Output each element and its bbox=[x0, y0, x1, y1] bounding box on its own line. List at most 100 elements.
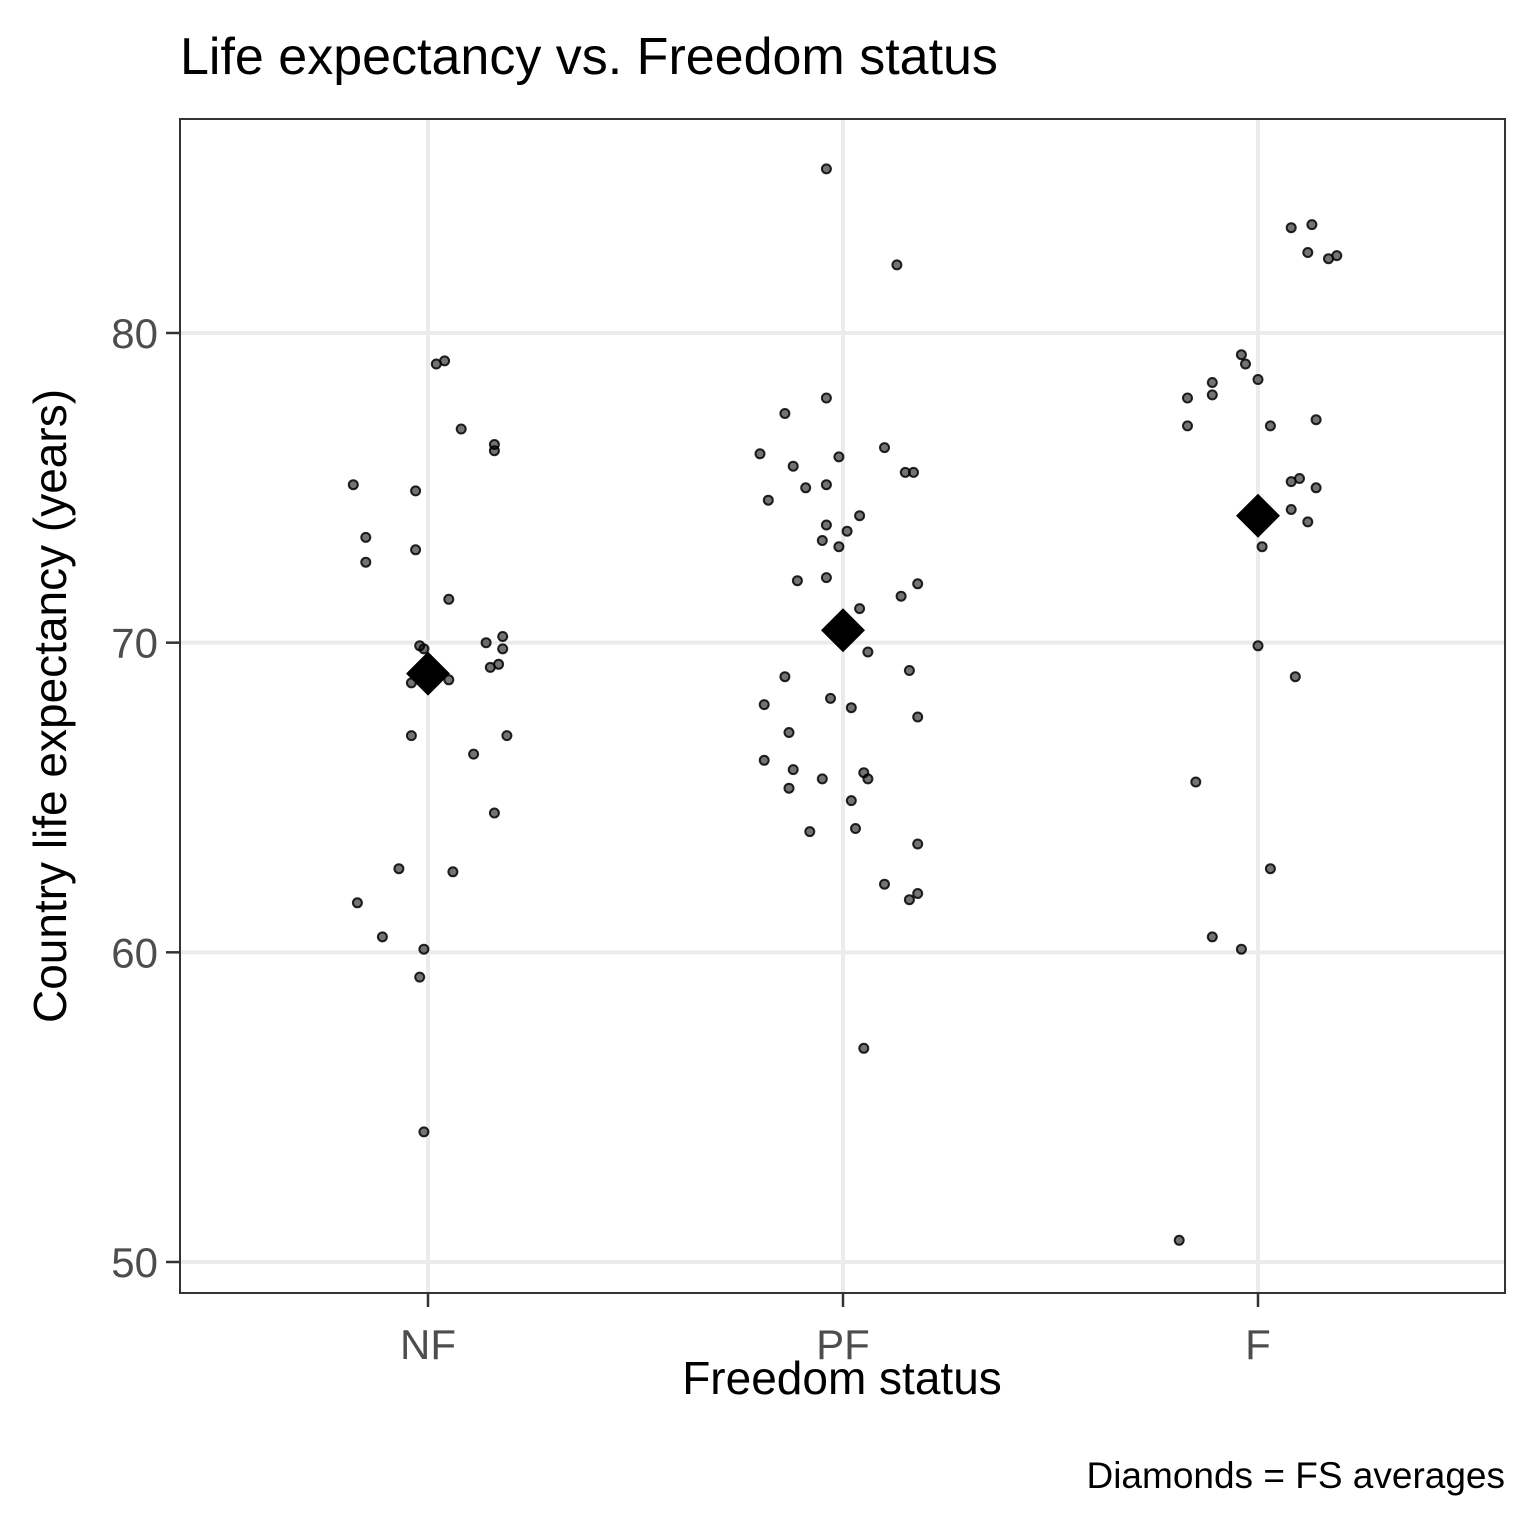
data-point bbox=[501, 730, 513, 742]
data-point bbox=[908, 466, 919, 478]
data-point bbox=[758, 754, 770, 766]
data-point bbox=[858, 1042, 870, 1054]
data-point bbox=[1264, 420, 1276, 432]
y-axis-title: Country life expectancy (years) bbox=[24, 389, 76, 1023]
data-point bbox=[443, 674, 455, 686]
data-point bbox=[912, 888, 924, 899]
chart-title: Life expectancy vs. Freedom status bbox=[180, 28, 998, 86]
data-point bbox=[1285, 222, 1297, 234]
data-point bbox=[816, 773, 828, 785]
data-point bbox=[360, 531, 372, 543]
data-point bbox=[1190, 776, 1202, 788]
data-point bbox=[783, 727, 795, 738]
data-point bbox=[1235, 943, 1247, 955]
x-tick-label: PF bbox=[816, 1321, 870, 1368]
data-point bbox=[779, 408, 791, 419]
data-point bbox=[783, 782, 795, 794]
data-point bbox=[1182, 392, 1193, 404]
average-diamond bbox=[406, 651, 450, 696]
data-point bbox=[455, 423, 467, 435]
data-point bbox=[1289, 671, 1301, 683]
data-point bbox=[410, 485, 422, 497]
data-point bbox=[862, 646, 874, 658]
data-point bbox=[360, 556, 372, 568]
data-point bbox=[488, 445, 500, 457]
data-point bbox=[1173, 1234, 1185, 1246]
data-point bbox=[912, 711, 924, 723]
data-point bbox=[418, 1126, 430, 1138]
data-point bbox=[903, 894, 915, 906]
data-point bbox=[1206, 931, 1218, 943]
y-tick-label: 70 bbox=[111, 620, 158, 667]
data-point bbox=[912, 578, 924, 590]
data-point bbox=[443, 593, 455, 605]
data-point bbox=[1285, 504, 1297, 515]
data-point bbox=[787, 764, 799, 776]
y-axis: 50 60 70 80 bbox=[111, 310, 180, 1286]
data-point bbox=[820, 479, 832, 491]
data-point bbox=[820, 163, 832, 175]
data-point bbox=[405, 730, 417, 742]
average-diamond bbox=[1236, 493, 1280, 538]
data-point bbox=[895, 590, 907, 602]
data-point bbox=[891, 259, 903, 271]
data-point bbox=[1331, 250, 1343, 262]
data-point bbox=[820, 392, 832, 404]
data-point bbox=[833, 451, 845, 463]
data-point bbox=[854, 510, 866, 522]
data-point bbox=[833, 541, 845, 553]
data-point bbox=[850, 823, 861, 834]
x-axis: NF PF F bbox=[400, 1293, 1271, 1368]
data-point bbox=[410, 544, 422, 556]
y-tick-label: 80 bbox=[111, 310, 158, 357]
chart-caption: Diamonds = FS averages bbox=[1086, 1455, 1505, 1496]
data-point bbox=[497, 643, 509, 655]
data-point bbox=[418, 643, 430, 655]
data-point bbox=[1252, 640, 1264, 652]
data-point bbox=[903, 665, 915, 676]
data-point bbox=[418, 943, 430, 955]
data-point bbox=[787, 460, 799, 472]
data-point bbox=[1264, 863, 1276, 875]
data-point bbox=[754, 448, 766, 460]
data-point bbox=[1306, 219, 1318, 231]
average-diamonds bbox=[406, 493, 1280, 696]
x-axis-title: Freedom status bbox=[682, 1352, 1002, 1404]
data-point bbox=[879, 442, 890, 454]
data-point bbox=[1302, 516, 1314, 528]
y-tick-label: 60 bbox=[111, 929, 158, 976]
data-point bbox=[841, 525, 853, 537]
data-point bbox=[816, 535, 828, 546]
data-point bbox=[468, 748, 480, 760]
data-point bbox=[439, 355, 451, 367]
data-point bbox=[879, 878, 890, 890]
data-point bbox=[854, 603, 866, 615]
data-point bbox=[1256, 541, 1268, 553]
data-points bbox=[347, 163, 1343, 1246]
data-point bbox=[1310, 482, 1322, 494]
data-point bbox=[1182, 420, 1193, 432]
x-tick-label: F bbox=[1245, 1321, 1271, 1368]
data-point bbox=[351, 897, 363, 909]
data-point bbox=[1252, 374, 1264, 385]
data-point bbox=[804, 826, 816, 838]
data-point bbox=[447, 866, 459, 878]
data-point bbox=[414, 971, 426, 983]
data-point bbox=[347, 479, 359, 491]
data-point bbox=[862, 773, 874, 785]
data-point bbox=[1206, 389, 1218, 401]
data-point bbox=[820, 519, 832, 531]
data-point bbox=[1302, 247, 1314, 258]
data-point bbox=[493, 658, 505, 670]
data-point bbox=[820, 572, 832, 584]
data-point bbox=[376, 931, 388, 943]
data-point bbox=[497, 631, 509, 642]
data-point bbox=[845, 795, 857, 807]
y-tick-label: 50 bbox=[111, 1239, 158, 1286]
data-point bbox=[912, 838, 924, 850]
grid bbox=[180, 119, 1505, 1293]
data-point bbox=[488, 807, 500, 819]
data-point bbox=[779, 671, 791, 683]
data-point bbox=[1294, 473, 1305, 484]
